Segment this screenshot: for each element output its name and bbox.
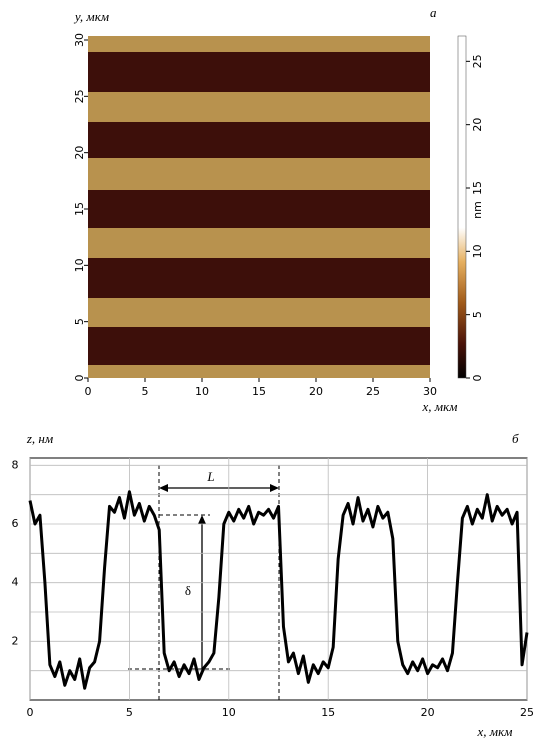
y-tick-label: 25 bbox=[73, 89, 86, 103]
colorbar-tick-label: 15 bbox=[471, 181, 484, 195]
y-tick-label: 0 bbox=[73, 375, 86, 382]
x-tick-label: 10 bbox=[195, 385, 209, 398]
y-tick-label: 8 bbox=[12, 458, 19, 471]
x-tick-label: 0 bbox=[27, 706, 34, 719]
y-axis-label: y, мкм bbox=[73, 9, 109, 24]
x-tick-label: 25 bbox=[520, 706, 534, 719]
y-tick-label: 30 bbox=[73, 33, 86, 47]
y-tick-label: 4 bbox=[12, 576, 19, 589]
colorbar-tick-label: 25 bbox=[471, 54, 484, 68]
x-axis-label: x, мкм bbox=[422, 399, 458, 414]
colorbar-tick-label: 5 bbox=[471, 311, 484, 318]
profile-line bbox=[30, 492, 527, 689]
panel-label: а bbox=[430, 5, 437, 20]
colorbar-tick-label: 0 bbox=[471, 375, 484, 382]
y-tick-label: 2 bbox=[12, 634, 19, 647]
y-tick-label: 15 bbox=[73, 202, 86, 216]
x-tick-label: 15 bbox=[252, 385, 266, 398]
x-tick-label: 30 bbox=[423, 385, 437, 398]
x-tick-label: 15 bbox=[321, 706, 335, 719]
colorbar bbox=[458, 36, 466, 378]
x-tick-label: 25 bbox=[366, 385, 380, 398]
annotation: L bbox=[206, 469, 214, 484]
y-tick-label: 20 bbox=[73, 146, 86, 160]
x-tick-label: 20 bbox=[421, 706, 435, 719]
y-axis-label: z, нм bbox=[26, 431, 53, 446]
y-tick-label: 6 bbox=[12, 517, 19, 530]
colorbar-tick-label: 10 bbox=[471, 244, 484, 258]
colorbar-tick-label: 20 bbox=[471, 118, 484, 132]
x-axis-label: x, мкм bbox=[477, 724, 513, 739]
y-tick-label: 10 bbox=[73, 258, 86, 272]
x-tick-label: 5 bbox=[142, 385, 149, 398]
figure: y, мкм а x, мкм nm z, нм б x, мкм L δ 0 5… bbox=[0, 0, 537, 743]
x-tick-label: 0 bbox=[85, 385, 92, 398]
colorbar-label: nm bbox=[471, 201, 484, 219]
y-tick-label: 5 bbox=[73, 318, 86, 325]
x-tick-label: 5 bbox=[126, 706, 133, 719]
x-tick-label: 10 bbox=[222, 706, 236, 719]
annotation: δ bbox=[185, 583, 191, 598]
panel-label: б bbox=[512, 431, 519, 446]
x-tick-label: 20 bbox=[309, 385, 323, 398]
